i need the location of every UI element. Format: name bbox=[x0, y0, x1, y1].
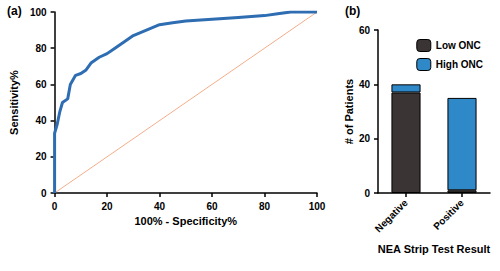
svg-text:20: 20 bbox=[359, 133, 371, 144]
svg-text:(a): (a) bbox=[7, 4, 22, 18]
svg-text:0: 0 bbox=[52, 201, 58, 212]
svg-text:40: 40 bbox=[359, 79, 371, 90]
svg-text:(b): (b) bbox=[345, 4, 360, 18]
svg-text:20: 20 bbox=[102, 201, 114, 212]
svg-text:Low ONC: Low ONC bbox=[436, 40, 481, 51]
svg-text:0: 0 bbox=[364, 188, 370, 199]
svg-text:40: 40 bbox=[154, 201, 166, 212]
svg-text:40: 40 bbox=[35, 115, 47, 126]
svg-text:20: 20 bbox=[35, 151, 47, 162]
svg-text:100: 100 bbox=[30, 7, 47, 18]
svg-text:0: 0 bbox=[41, 188, 47, 199]
svg-text:High ONC: High ONC bbox=[436, 59, 483, 70]
svg-text:60: 60 bbox=[359, 25, 371, 36]
svg-text:Negative: Negative bbox=[373, 197, 411, 235]
svg-text:100: 100 bbox=[309, 201, 326, 212]
svg-text:NEA Strip Test Result: NEA Strip Test Result bbox=[378, 243, 491, 255]
svg-text:Sensitivity%: Sensitivity% bbox=[8, 70, 20, 135]
svg-text:100% - Specificity%: 100% - Specificity% bbox=[134, 215, 237, 227]
svg-text:60: 60 bbox=[206, 201, 218, 212]
svg-text:Positive: Positive bbox=[431, 197, 466, 232]
svg-text:80: 80 bbox=[35, 43, 47, 54]
svg-text:# of Patients: # of Patients bbox=[343, 79, 355, 144]
svg-text:80: 80 bbox=[259, 201, 271, 212]
svg-text:60: 60 bbox=[35, 79, 47, 90]
